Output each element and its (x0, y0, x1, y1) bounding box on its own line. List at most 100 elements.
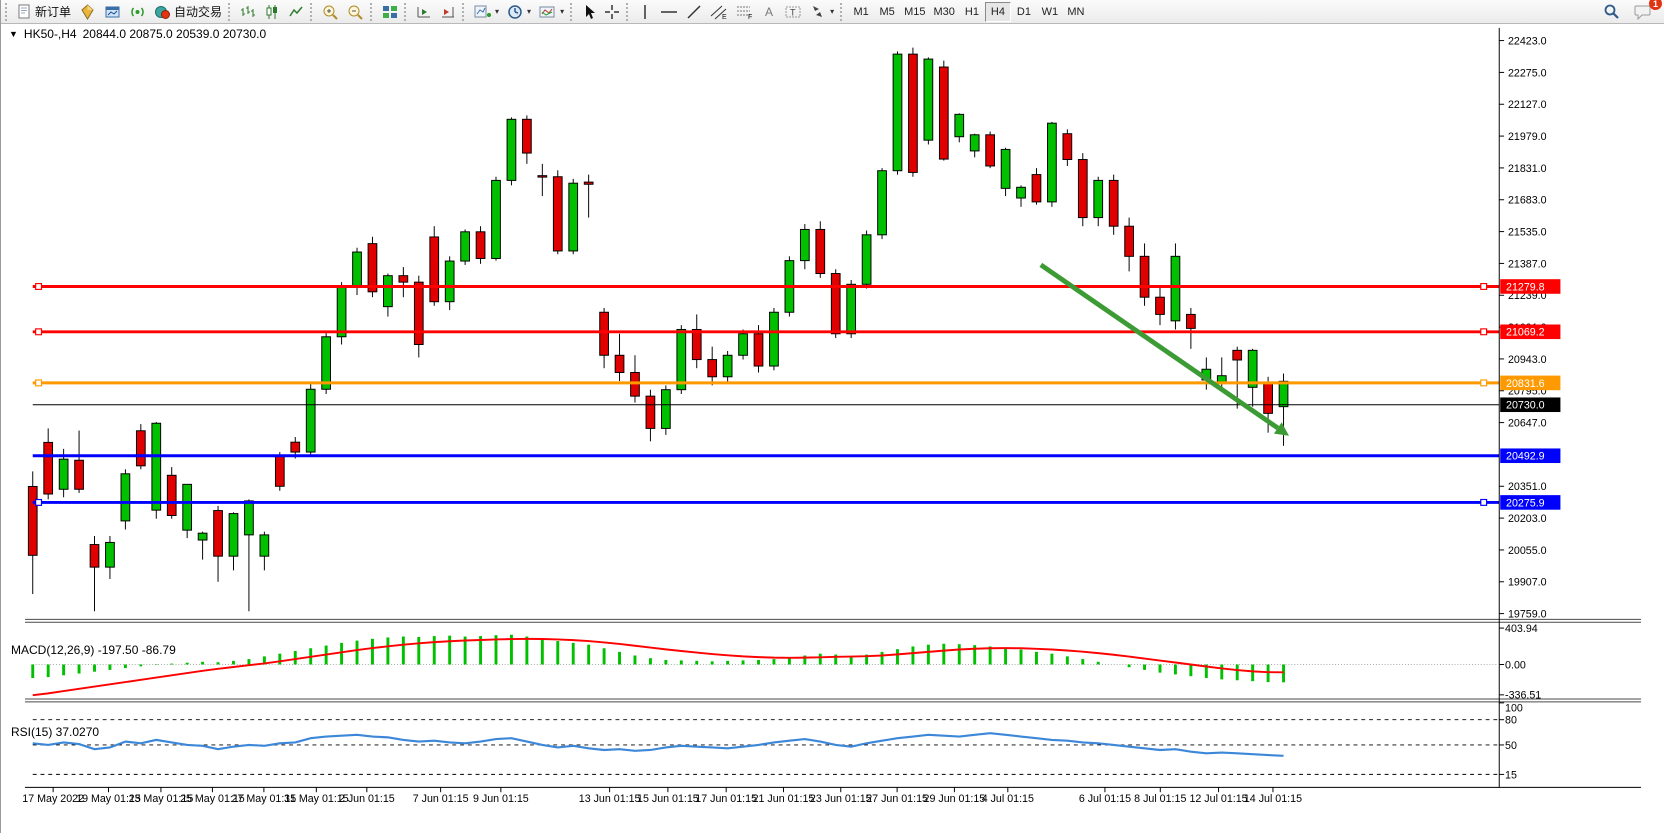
gold-diamond-button[interactable] (75, 1, 100, 22)
timeframe-mn-button[interactable]: MN (1067, 5, 1085, 18)
toolbar-grip[interactable] (462, 2, 468, 21)
templates-button[interactable]: ▾ (535, 1, 568, 22)
timeframe-h1-button[interactable]: H1 (964, 5, 979, 18)
candle (583, 181, 594, 185)
horizontal-line-button[interactable] (656, 1, 682, 22)
horizontal-line-21069.2[interactable] (32, 328, 1500, 336)
date-tick-label: 9 Jun 01:15 (473, 793, 529, 805)
equidistant-channel-button[interactable]: E (706, 1, 732, 22)
candle (1186, 313, 1196, 329)
auto-trading-label: 自动交易 (174, 5, 223, 19)
text-button[interactable]: A (758, 1, 780, 22)
toolbar-grip[interactable] (570, 2, 576, 21)
toolbar-grip[interactable] (310, 2, 316, 21)
chart-autoscroll-icon (442, 6, 455, 17)
line-handle[interactable] (35, 282, 43, 290)
date-tick-label: 27 Jun 01:15 (866, 793, 928, 805)
chart-autoscroll-button[interactable] (436, 1, 460, 22)
price-tick-label: 21831.0 (1508, 163, 1547, 175)
auto-trading-button[interactable]: 自动交易 (150, 1, 226, 22)
dropdown-caret-icon: ▾ (830, 7, 835, 16)
horizontal-line-20275.9[interactable] (32, 498, 1500, 506)
date-tick-label: 8 Jul 01:15 (1134, 793, 1186, 805)
toolbar-grip[interactable] (370, 2, 376, 21)
candle (877, 170, 887, 236)
rsi-axis-label: 50 (1505, 740, 1517, 752)
crosshair-button[interactable] (600, 1, 624, 22)
horizontal-line-icon (661, 10, 678, 13)
date-tick-label: 17 Jun 01:15 (695, 793, 757, 805)
timeframe-h4-button[interactable]: H4 (984, 1, 1011, 22)
toolbar-grip[interactable] (404, 2, 410, 21)
chat-button[interactable]: 1 (1630, 0, 1662, 22)
candle (552, 176, 563, 252)
timeframe-m15-button[interactable]: M15 (904, 5, 926, 18)
date-tick-label: 14 Jul 01:15 (1244, 793, 1302, 805)
fibonacci-button[interactable]: F (732, 1, 758, 22)
price-badge-20275.9: 20275.9 (1500, 495, 1561, 510)
candle (1093, 179, 1104, 219)
candle (923, 58, 934, 141)
line-handle[interactable] (35, 379, 43, 387)
dropdown-caret-icon: ▾ (560, 7, 565, 16)
candle (568, 182, 579, 252)
search-button[interactable] (1599, 1, 1624, 22)
signal-button[interactable] (125, 1, 150, 22)
svg-text:20831.6: 20831.6 (1506, 378, 1545, 390)
price-tick-label: 21535.0 (1508, 226, 1547, 238)
price-tick-label: 19907.0 (1508, 577, 1547, 589)
cursor-button[interactable] (578, 1, 600, 22)
date-tick-label: 17 May 2022 (22, 793, 84, 805)
trend-arrow[interactable] (1039, 262, 1290, 436)
vertical-line-button[interactable] (634, 1, 656, 22)
text-label-button[interactable]: T (780, 1, 806, 22)
horizontal-line-21279.8[interactable] (32, 282, 1500, 290)
trendline-button[interactable] (682, 1, 706, 22)
bar-chart-button[interactable] (236, 1, 260, 22)
timeframe-d1-button[interactable]: D1 (1016, 5, 1031, 18)
text-icon: A (765, 5, 773, 19)
zoom-out-button[interactable] (343, 1, 368, 22)
arrows-button[interactable]: ▾ (806, 1, 838, 22)
price-badge-20492.9: 20492.9 (1500, 448, 1561, 464)
candle (1155, 296, 1165, 315)
line-handle[interactable] (1480, 379, 1488, 387)
line-handle[interactable] (35, 498, 43, 506)
price-tick-label: 20647.0 (1508, 417, 1547, 429)
candle (475, 231, 486, 259)
date-tick-label: 7 Jun 01:15 (413, 793, 469, 805)
toolbar: 新订单 自动交易 (1, 0, 1664, 24)
line-handle[interactable] (1480, 328, 1488, 336)
timeframe-m1-button[interactable]: M1 (853, 5, 869, 18)
date-tick-label: 19 May 01:15 (76, 793, 141, 805)
zoom-in-button[interactable] (318, 1, 343, 22)
chart-menu-icon[interactable]: ▼ (9, 29, 18, 39)
macd-axis-label: 0.00 (1505, 659, 1526, 671)
line-handle[interactable] (1480, 282, 1488, 290)
candle (753, 333, 764, 367)
timeframe-m30-button[interactable]: M30 (933, 5, 955, 18)
chart-shift-button[interactable] (412, 1, 436, 22)
periods-button[interactable]: ▾ (503, 1, 535, 22)
timeframe-m5-button[interactable]: M5 (879, 5, 895, 18)
toolbar-grip[interactable] (5, 2, 11, 21)
line-handle[interactable] (35, 328, 43, 336)
toolbar-grip[interactable] (840, 2, 846, 21)
chart-canvas[interactable]: 22423.0 22275.0 22127.0 21979.0 21831.0 21683… (1, 24, 1664, 833)
date-tick-label: 21 Jun 01:15 (753, 793, 815, 805)
candle (522, 118, 532, 154)
price-tick-label: 20055.0 (1508, 545, 1547, 557)
timeframe-w1-button[interactable]: W1 (1041, 5, 1059, 18)
indicators-button[interactable]: ▾ (470, 1, 503, 22)
price-tick-label: 22127.0 (1508, 99, 1547, 111)
charts-window-button[interactable] (100, 1, 125, 22)
chart-window[interactable]: 22423.0 22275.0 22127.0 21979.0 21831.0 21683… (1, 24, 1664, 833)
line-chart-button[interactable] (284, 1, 308, 22)
candlestick-chart-button[interactable] (260, 1, 284, 22)
new-order-button[interactable]: 新订单 (13, 1, 75, 22)
horizontal-line-20831.6[interactable] (32, 379, 1500, 387)
line-handle[interactable] (1480, 498, 1488, 506)
tile-windows-button[interactable] (378, 1, 402, 22)
toolbar-grip[interactable] (228, 2, 234, 21)
toolbar-grip[interactable] (626, 2, 632, 21)
